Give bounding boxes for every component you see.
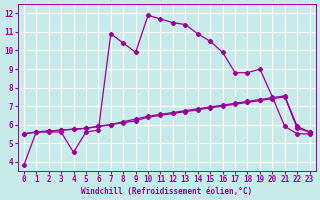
X-axis label: Windchill (Refroidissement éolien,°C): Windchill (Refroidissement éolien,°C) (81, 187, 252, 196)
